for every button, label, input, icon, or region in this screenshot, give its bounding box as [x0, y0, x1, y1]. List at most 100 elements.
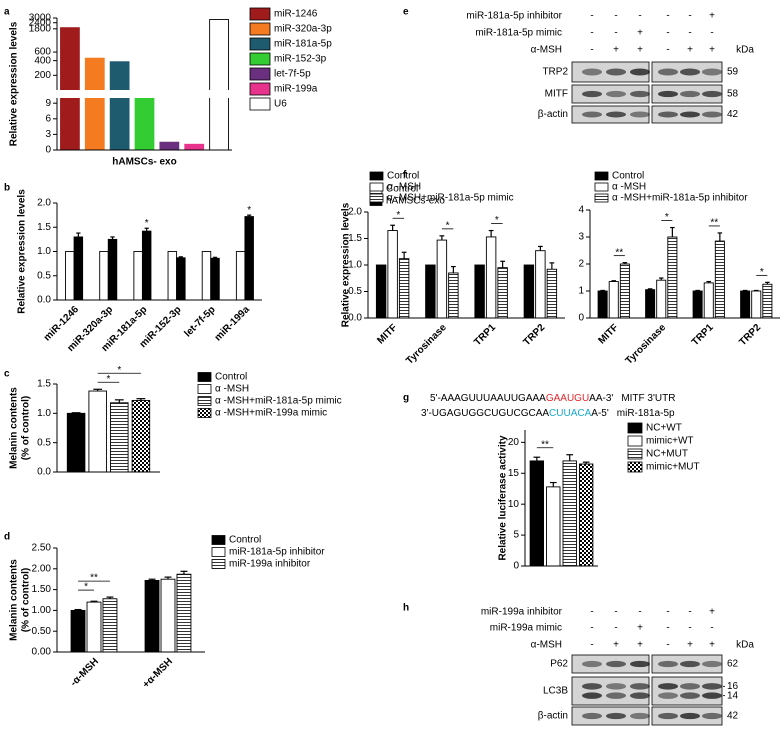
bar	[562, 460, 577, 567]
bar	[485, 236, 497, 319]
legend-swatch	[197, 396, 212, 406]
legend-label: α -MSH	[215, 384, 249, 395]
x-tick-label: MITF	[596, 322, 620, 346]
panel-label: a	[4, 7, 10, 18]
treatment-sign: +	[709, 45, 715, 56]
treatment-sign: +	[613, 45, 619, 56]
treatment-sign: +	[613, 640, 619, 651]
legend-label: miR-181a-5p	[274, 39, 332, 50]
sequence-line: 5'-AAAGUUUAAUUGAAAGAAUGUAA-3' MITF 3'UTR	[430, 393, 675, 404]
y-tick-label: 1.50	[32, 584, 52, 595]
significance: *	[117, 365, 121, 376]
legend-swatch	[594, 171, 609, 181]
treatment-label: miR-181a-5p inhibitor	[466, 11, 562, 22]
y-tick-label: 0.00	[32, 647, 52, 658]
panel-label: b	[4, 183, 10, 194]
sequence-part: A-5'	[591, 408, 609, 419]
treatment-sign: -	[666, 607, 669, 618]
treatment-sign: -	[688, 623, 691, 634]
blot-band	[702, 111, 722, 118]
treatment-sign: -	[688, 11, 691, 22]
bar	[176, 573, 192, 653]
bar	[70, 609, 86, 653]
blot-band	[680, 68, 700, 76]
bar	[546, 486, 561, 567]
blot-band	[582, 712, 602, 720]
treatment-sign: -	[710, 623, 713, 634]
blot-band	[658, 692, 678, 699]
legend-label: α -MSH	[612, 182, 646, 193]
y-tick-label: 0.0	[37, 467, 51, 478]
blot-band	[680, 111, 700, 118]
sequence-part: AA-3'	[589, 393, 613, 404]
panel-label: h	[403, 603, 409, 614]
treatment-sign: -	[688, 607, 691, 618]
bar	[667, 236, 678, 319]
blot-band	[630, 68, 650, 76]
blot-band	[630, 712, 650, 720]
x-tick-label: TRP2	[522, 322, 548, 348]
blot-box	[651, 676, 723, 706]
legend-label: miR-320a-3p	[274, 24, 332, 35]
legend-swatch	[197, 384, 212, 394]
treatment-sign: -	[590, 11, 593, 22]
significance: *	[446, 220, 450, 231]
blot-row-label: MITF	[545, 89, 568, 100]
bar	[144, 579, 160, 653]
legend-label: miR-181a-5p inhibitor	[229, 547, 325, 558]
legend-swatch	[211, 559, 226, 569]
legend-swatch	[249, 97, 271, 111]
bar	[740, 290, 751, 319]
legend-label: α -MSH+miR-199a mimic	[215, 408, 327, 419]
y-tick-label: 1.5	[37, 379, 51, 390]
bar	[244, 216, 254, 301]
blot-band	[630, 660, 650, 668]
bar	[523, 264, 535, 319]
legend-swatch	[369, 193, 384, 203]
treatment-sign: -	[638, 607, 641, 618]
bar	[88, 390, 107, 473]
blot-band	[582, 90, 602, 98]
y-tick-label: 3000	[29, 13, 52, 24]
panel-label: c	[4, 369, 10, 380]
blot-band	[702, 660, 722, 668]
treatment-sign: -	[590, 45, 593, 56]
legend-swatch	[594, 193, 609, 203]
blot-band	[582, 111, 602, 118]
blot-band	[702, 683, 722, 690]
bar	[107, 238, 118, 301]
treatment-sign: -	[666, 623, 669, 634]
significance: **	[541, 439, 549, 450]
significance: *	[84, 582, 88, 593]
y-tick-label: 0.5	[348, 286, 362, 297]
y-axis-title: Relative expression levels	[341, 202, 352, 327]
bar	[209, 19, 229, 151]
blot-band	[680, 683, 700, 690]
bar	[210, 257, 220, 301]
y-tick-label: 400	[34, 55, 51, 66]
bar	[66, 412, 86, 473]
treatment-sign: +	[709, 640, 715, 651]
size-label: 42	[727, 711, 739, 722]
y-tick-label: 9	[45, 98, 51, 109]
legend-swatch	[249, 22, 271, 36]
legend-label: Control	[386, 184, 418, 195]
bar	[60, 27, 80, 151]
size-label: 59	[727, 67, 739, 78]
bar	[84, 57, 105, 151]
blot-band	[658, 90, 678, 98]
y-axis-title: Melanin contents	[9, 387, 20, 469]
x-tick-label: -α-MSH	[68, 656, 101, 689]
y-tick-label: 6	[45, 113, 51, 124]
y-axis-title: Relative expression levels	[17, 189, 28, 314]
size-label: 42	[727, 109, 739, 120]
sequence-part: GAAUGU	[546, 393, 589, 404]
legend-label: Control	[387, 171, 419, 182]
treatment-sign: -	[666, 45, 669, 56]
legend-swatch	[369, 171, 384, 181]
blot-band	[606, 683, 626, 690]
blot-row-label: β-actin	[538, 711, 568, 722]
blot-band	[658, 660, 678, 668]
legend-swatch	[211, 535, 226, 545]
blot-row-label: P62	[550, 659, 568, 670]
